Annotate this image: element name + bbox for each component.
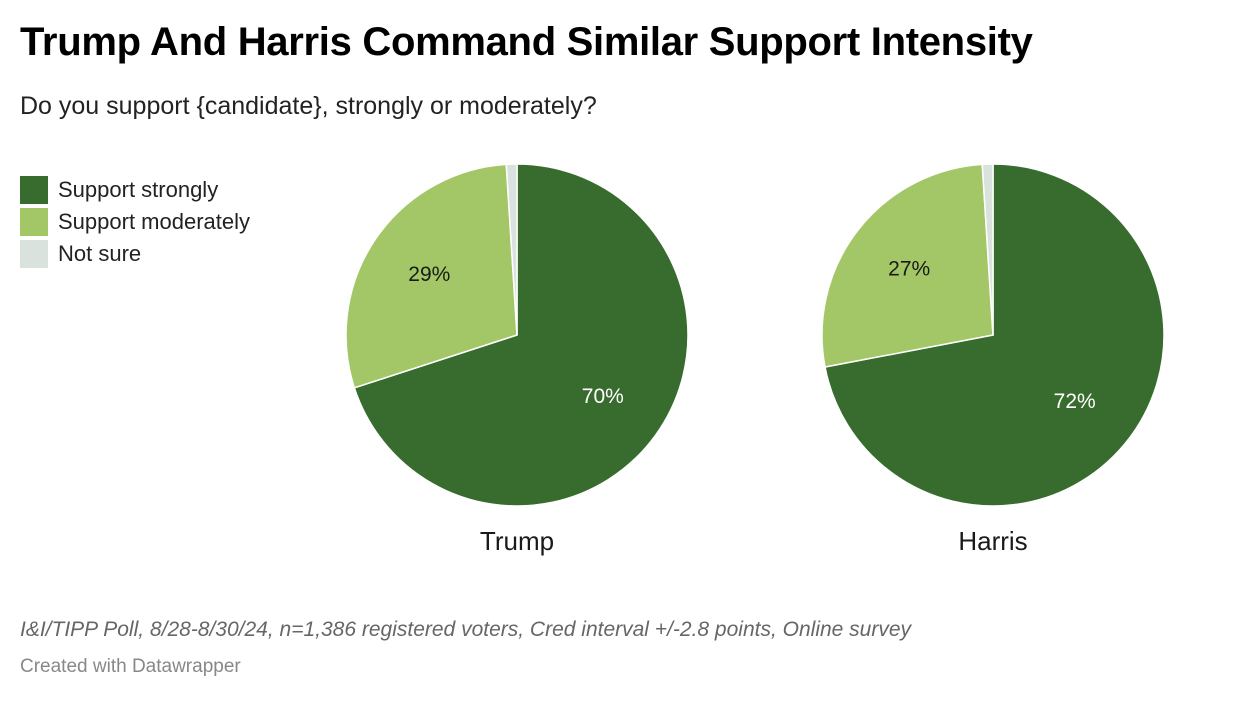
- legend-item-support-moderately: Support moderately: [20, 206, 250, 238]
- legend-swatch-support-moderately: [20, 208, 48, 236]
- pie-chart-harris: 72% 27% Harris: [821, 163, 1165, 556]
- legend-item-not-sure: Not sure: [20, 238, 250, 270]
- data-label-support-strongly: 72%: [1054, 390, 1096, 413]
- pie-slice-not-sure: [505, 163, 518, 336]
- legend-item-support-strongly: Support strongly: [20, 174, 250, 206]
- legend-swatch-support-strongly: [20, 176, 48, 204]
- pie-chart-trump: 70% 29% Trump: [345, 163, 689, 556]
- chart-title: Trump And Harris Command Similar Support…: [20, 20, 1033, 64]
- legend-label: Support strongly: [58, 177, 219, 202]
- datawrapper-credit: Created with Datawrapper: [20, 656, 241, 677]
- legend: Support strongly Support moderately Not …: [20, 174, 250, 270]
- data-label-support-moderately: 27%: [888, 258, 930, 281]
- pie-slice-support-strongly: [824, 163, 1165, 507]
- pie-label-trump: Trump: [480, 526, 554, 556]
- legend-swatch-not-sure: [20, 240, 48, 268]
- source-notes: I&I/TIPP Poll, 8/28-8/30/24, n=1,386 reg…: [20, 618, 912, 641]
- pie-label-harris: Harris: [958, 526, 1027, 556]
- pie-slice-support-moderately: [345, 163, 518, 389]
- data-label-support-strongly: 70%: [582, 385, 624, 408]
- legend-label: Support moderately: [58, 209, 250, 234]
- pie-slice-support-strongly: [353, 163, 689, 507]
- pie-slice-support-moderately: [821, 163, 994, 368]
- legend-label: Not sure: [58, 241, 142, 266]
- data-label-support-moderately: 29%: [408, 263, 450, 286]
- chart-subtitle: Do you support {candidate}, strongly or …: [20, 92, 597, 120]
- pie-slice-not-sure: [981, 163, 994, 336]
